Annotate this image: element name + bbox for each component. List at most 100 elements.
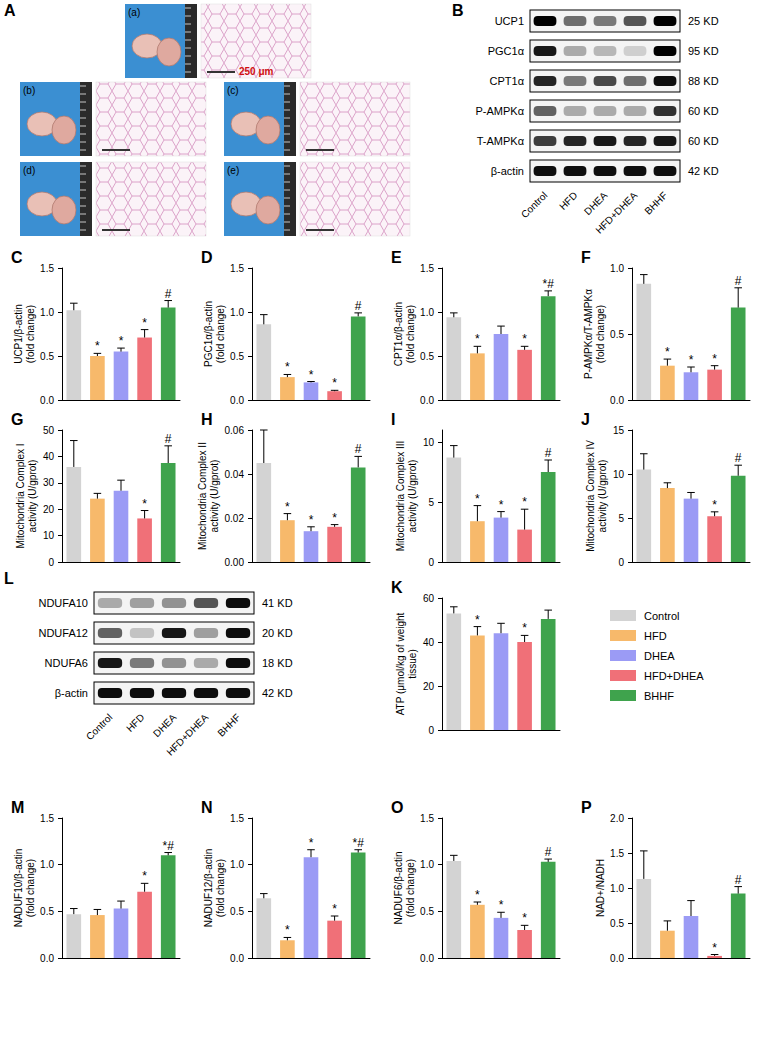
svg-text:0.0: 0.0 xyxy=(420,395,434,406)
svg-text:1.5: 1.5 xyxy=(40,263,54,274)
svg-text:(fold change): (fold change) xyxy=(405,859,416,917)
svg-text:activity (U/gprot): activity (U/gprot) xyxy=(209,460,220,533)
svg-text:(fold change): (fold change) xyxy=(25,305,36,363)
svg-text:0.5: 0.5 xyxy=(40,906,54,917)
svg-text:HFD+DHEA: HFD+DHEA xyxy=(164,711,210,757)
svg-text:1.0: 1.0 xyxy=(420,859,434,870)
svg-text:0.0: 0.0 xyxy=(230,953,244,964)
svg-text:activity (U/gprot): activity (U/gprot) xyxy=(407,460,418,533)
svg-text:20: 20 xyxy=(423,681,435,692)
svg-text:*: * xyxy=(285,500,290,514)
svg-text:*: * xyxy=(475,613,480,627)
svg-text:(e): (e) xyxy=(227,165,239,176)
svg-text:J: J xyxy=(581,411,590,428)
svg-text:G: G xyxy=(11,411,23,428)
svg-text:#: # xyxy=(545,446,552,460)
svg-text:T-AMPKα: T-AMPKα xyxy=(477,135,525,147)
svg-text:(fold change): (fold change) xyxy=(215,859,226,917)
svg-text:*: * xyxy=(475,888,480,902)
svg-text:(fold change): (fold change) xyxy=(595,305,606,363)
svg-text:1.5: 1.5 xyxy=(420,263,434,274)
svg-text:*: * xyxy=(332,511,337,525)
svg-text:0.5: 0.5 xyxy=(230,906,244,917)
svg-text:PGC1α: PGC1α xyxy=(488,45,525,57)
svg-text:NDUFA12: NDUFA12 xyxy=(38,627,88,639)
svg-text:*: * xyxy=(332,376,337,390)
svg-text:(b): (b) xyxy=(23,85,35,96)
svg-text:*: * xyxy=(522,332,527,346)
svg-text:NDUFA10: NDUFA10 xyxy=(38,597,88,609)
svg-text:HFD+DHEA: HFD+DHEA xyxy=(644,670,704,682)
svg-text:*: * xyxy=(522,911,527,925)
svg-text:0.0: 0.0 xyxy=(230,395,244,406)
svg-text:0.5: 0.5 xyxy=(40,351,54,362)
svg-text:#: # xyxy=(165,432,172,446)
svg-text:(a): (a) xyxy=(128,7,140,18)
svg-text:42 KD: 42 KD xyxy=(688,165,719,177)
svg-text:DHEA: DHEA xyxy=(644,650,675,662)
svg-text:*: * xyxy=(522,621,527,635)
svg-text:HFD: HFD xyxy=(644,630,667,642)
svg-text:Mitochondria Complex III: Mitochondria Complex III xyxy=(395,441,406,552)
svg-text:25 KD: 25 KD xyxy=(688,15,719,27)
svg-text:activity (U/gprot): activity (U/gprot) xyxy=(27,460,38,533)
svg-text:30: 30 xyxy=(43,477,55,488)
svg-text:50: 50 xyxy=(43,425,55,436)
svg-text:UCP1/β-actin: UCP1/β-actin xyxy=(13,304,24,364)
svg-text:*: * xyxy=(689,353,694,367)
svg-text:41 KD: 41 KD xyxy=(262,597,293,609)
svg-text:Control: Control xyxy=(644,610,679,622)
svg-text:0.0: 0.0 xyxy=(40,395,54,406)
svg-text:PGC1α/β-actin: PGC1α/β-actin xyxy=(203,301,214,367)
svg-text:A: A xyxy=(4,2,16,19)
svg-text:60 KD: 60 KD xyxy=(688,135,719,147)
svg-text:DHEA: DHEA xyxy=(582,189,610,217)
svg-text:H: H xyxy=(201,411,213,428)
svg-text:#: # xyxy=(735,274,742,288)
svg-text:(fold change): (fold change) xyxy=(215,305,226,363)
svg-text:BHHF: BHHF xyxy=(215,712,242,739)
svg-text:0.5: 0.5 xyxy=(610,918,624,929)
svg-text:activity (U/gprot): activity (U/gprot) xyxy=(597,460,608,533)
svg-text:#: # xyxy=(735,451,742,465)
svg-text:E: E xyxy=(391,249,402,266)
svg-text:(fold change): (fold change) xyxy=(25,859,36,917)
svg-text:0: 0 xyxy=(48,557,54,568)
svg-text:#: # xyxy=(545,845,552,859)
svg-text:*: * xyxy=(712,498,717,512)
svg-text:BHHF: BHHF xyxy=(642,190,669,217)
svg-text:(c): (c) xyxy=(227,85,239,96)
svg-text:UCP1: UCP1 xyxy=(495,15,524,27)
svg-text:0.0: 0.0 xyxy=(610,953,624,964)
svg-text:*: * xyxy=(712,352,717,366)
svg-text:DHEA: DHEA xyxy=(151,711,179,739)
svg-text:10: 10 xyxy=(613,469,625,480)
svg-text:0.5: 0.5 xyxy=(610,329,624,340)
svg-text:*: * xyxy=(332,902,337,916)
svg-text:2.0: 2.0 xyxy=(610,813,624,824)
svg-text:*#: *# xyxy=(543,277,555,291)
svg-text:*: * xyxy=(285,923,290,937)
svg-text:1.0: 1.0 xyxy=(40,307,54,318)
svg-text:10: 10 xyxy=(43,530,55,541)
svg-text:0.00: 0.00 xyxy=(225,557,245,568)
svg-text:Mitochondria Complex IV: Mitochondria Complex IV xyxy=(585,440,596,552)
svg-text:0.5: 0.5 xyxy=(420,351,434,362)
svg-text:Mitochondria Complex I: Mitochondria Complex I xyxy=(15,443,26,548)
svg-text:*: * xyxy=(119,334,124,348)
svg-text:18 KD: 18 KD xyxy=(262,657,293,669)
svg-text:B: B xyxy=(452,2,464,19)
svg-text:5: 5 xyxy=(428,497,434,508)
svg-text:0: 0 xyxy=(428,725,434,736)
svg-text:N: N xyxy=(201,799,213,816)
svg-text:*: * xyxy=(309,836,314,850)
svg-text:BHHF: BHHF xyxy=(644,690,674,702)
svg-text:NADUF12/β-actin: NADUF12/β-actin xyxy=(203,849,214,928)
svg-text:42 KD: 42 KD xyxy=(262,687,293,699)
svg-text:0: 0 xyxy=(428,557,434,568)
svg-text:*: * xyxy=(475,492,480,506)
svg-text:I: I xyxy=(391,411,395,428)
svg-text:*#: *# xyxy=(163,839,175,853)
svg-text:F: F xyxy=(581,249,591,266)
svg-text:CPT1α: CPT1α xyxy=(490,75,525,87)
